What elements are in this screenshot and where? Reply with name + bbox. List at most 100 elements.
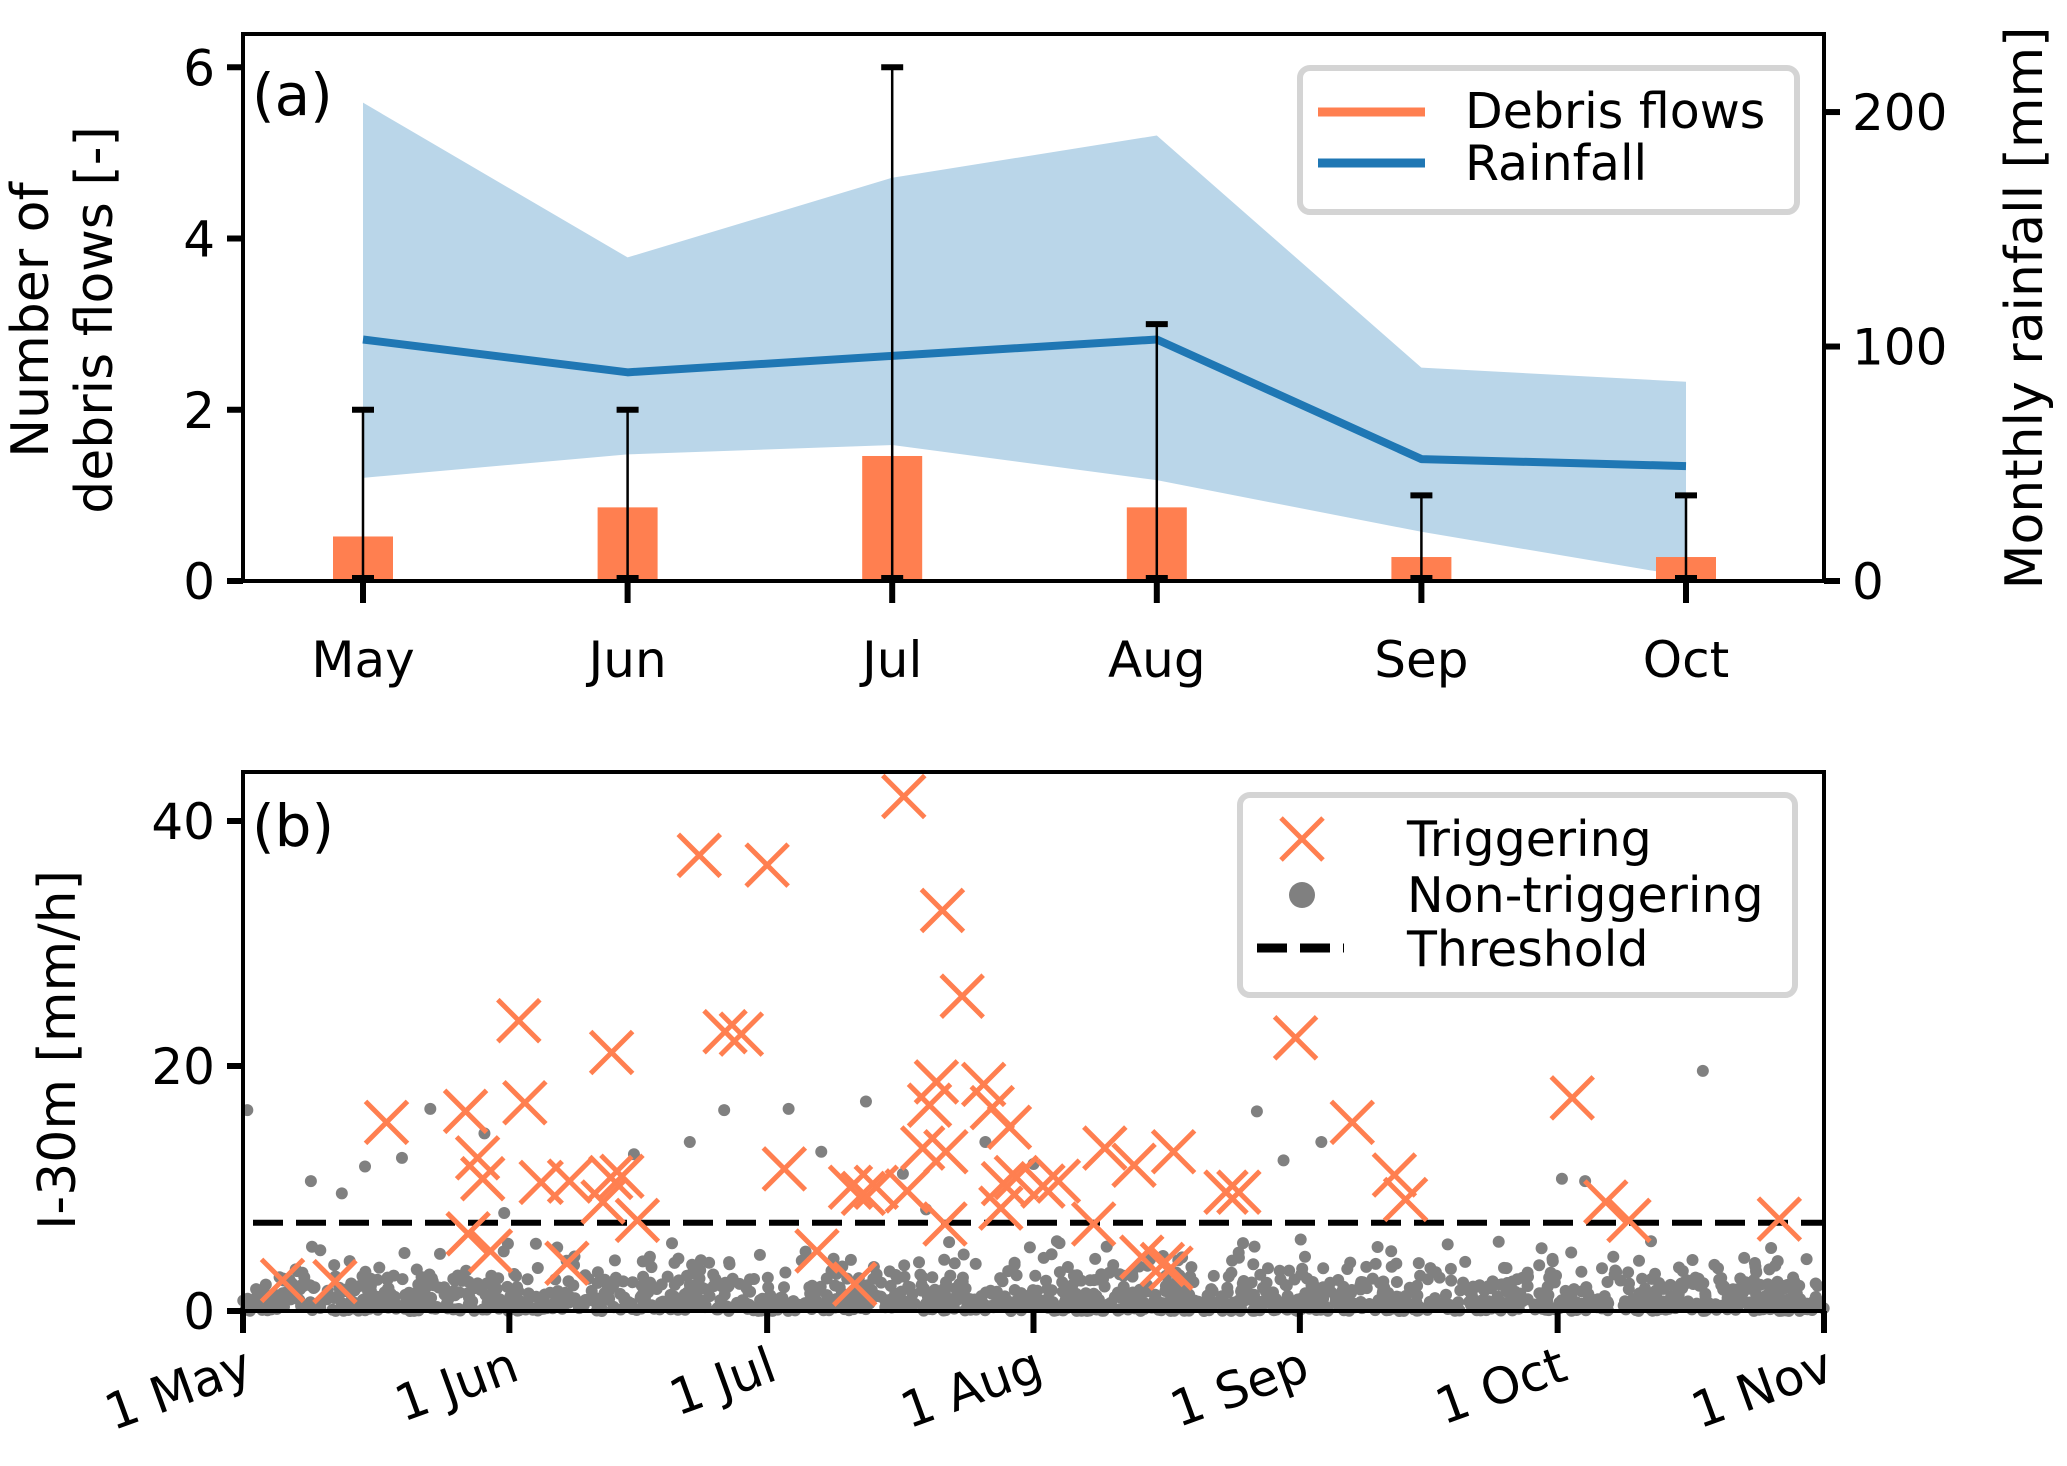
cross-stroke [614, 1197, 661, 1244]
non-triggering-point [531, 1262, 544, 1274]
non-triggering-point [489, 1282, 502, 1295]
triggering-point [761, 1146, 808, 1192]
non-triggering-point [844, 1253, 857, 1266]
triggering-point [312, 1258, 358, 1305]
triggering-point [1549, 1075, 1596, 1121]
non-triggering-point [938, 1282, 951, 1295]
non-triggering-point [884, 1293, 897, 1306]
triggering-point [939, 973, 985, 1019]
non-triggering-point [1734, 1272, 1747, 1285]
non-triggering-point [898, 1259, 911, 1272]
cross-stroke [899, 1125, 946, 1171]
triggering-points [259, 773, 1803, 1307]
non-triggering-point [1575, 1265, 1588, 1278]
legend-label-threshold: Threshold [1406, 921, 1648, 978]
cross-stroke [1371, 1152, 1418, 1198]
triggering-point [1371, 1152, 1418, 1198]
non-triggering-point [1042, 1292, 1055, 1305]
non-triggering-point [1273, 1264, 1286, 1277]
non-triggering-point [1075, 1274, 1088, 1287]
triggering-point [1111, 1142, 1157, 1188]
rainfall-series-line [362, 335, 1687, 471]
cross-stroke [363, 1099, 410, 1146]
panel-b-y-axis-label: I-30m [mm/h] [28, 870, 88, 1230]
cross-stroke [1082, 1125, 1128, 1171]
triggering-point [259, 1257, 306, 1304]
panel-a-y-axis-label: Number of debris flows [-] [1, 126, 125, 514]
cross-stroke [1139, 1241, 1186, 1288]
y-tick-label: 0 [183, 553, 215, 611]
non-triggering-point [1203, 1299, 1216, 1312]
non-triggering-point [1622, 1266, 1635, 1279]
non-triggering-point [1784, 1281, 1797, 1294]
non-triggering-point [1412, 1257, 1425, 1270]
non-triggering-point [1727, 1283, 1739, 1296]
triggering-point [986, 1104, 1033, 1151]
non-triggering-point [1235, 1284, 1248, 1297]
triggering-point [702, 1008, 748, 1055]
non-triggering-point [1226, 1254, 1239, 1267]
cross-stroke [1382, 1176, 1429, 1223]
non-triggering-point [1207, 1269, 1220, 1282]
triggering-point [546, 1158, 593, 1204]
triggering-point [496, 997, 542, 1044]
cross-stroke [588, 1029, 635, 1076]
non-triggering-point [916, 1271, 929, 1284]
non-triggering-point [637, 1270, 650, 1283]
non-triggering-point [859, 1095, 872, 1108]
cross-stroke [1020, 1163, 1066, 1209]
non-triggering-point [1279, 1279, 1292, 1291]
cross-stroke [1329, 1099, 1376, 1146]
cross-stroke [939, 973, 985, 1019]
triggering-point [502, 1079, 548, 1126]
triggering-point [1203, 1169, 1249, 1215]
cross-stroke [794, 1228, 840, 1274]
triggering-point [919, 887, 966, 934]
triggering-point [580, 1179, 626, 1225]
non-triggering-point [1015, 1287, 1028, 1300]
legend-label-non-triggering: Non-triggering [1407, 867, 1764, 924]
y-tick-label: 0 [183, 1283, 215, 1341]
non-triggering-point [1749, 1278, 1762, 1291]
non-triggering-point [668, 1256, 681, 1269]
non-triggering-point [1516, 1292, 1529, 1305]
non-triggering-point [1793, 1279, 1806, 1292]
non-triggering-point [1305, 1293, 1318, 1305]
non-triggering-point [926, 1271, 939, 1284]
non-triggering-point [957, 1283, 970, 1296]
non-triggering-point [1717, 1279, 1730, 1292]
non-triggering-point [643, 1253, 655, 1265]
triggering-point [363, 1099, 410, 1146]
legend-label-triggering: Triggering [1406, 811, 1652, 868]
non-triggering-point [626, 1276, 639, 1289]
non-triggering-point [1459, 1255, 1472, 1268]
non-triggering-point [668, 1278, 681, 1291]
x-tick-label: 1 Sep [1163, 1336, 1316, 1439]
non-triggering-point [1315, 1135, 1328, 1148]
cross-stroke [1756, 1196, 1803, 1242]
non-triggering-point [1702, 1297, 1715, 1310]
non-triggering-point [562, 1275, 575, 1288]
cross-stroke [744, 842, 790, 888]
non-triggering-point [506, 1296, 519, 1309]
triggering-point [1082, 1125, 1128, 1171]
cross-stroke [702, 1008, 748, 1055]
non-triggering-point [1371, 1241, 1384, 1253]
non-triggering-point [1063, 1292, 1075, 1305]
non-triggering-point [1696, 1064, 1709, 1077]
non-triggering-point [1360, 1260, 1373, 1273]
cross-stroke [993, 1154, 1040, 1201]
non-triggering-point [604, 1281, 617, 1294]
cross-stroke [1582, 1179, 1629, 1225]
non-triggering-point [694, 1254, 707, 1267]
cross-stroke [312, 1258, 358, 1305]
non-triggering-point [1730, 1294, 1742, 1307]
non-triggering-point [410, 1263, 423, 1276]
triggering-point [1216, 1169, 1262, 1215]
y-tick-label: 40 [151, 793, 215, 851]
rainfall-range-band [363, 102, 1686, 577]
non-triggering-point [381, 1271, 394, 1284]
non-triggering-point [1403, 1281, 1416, 1294]
non-triggering-point [1500, 1262, 1513, 1275]
x-tick-label: 1 Jun [387, 1336, 525, 1434]
